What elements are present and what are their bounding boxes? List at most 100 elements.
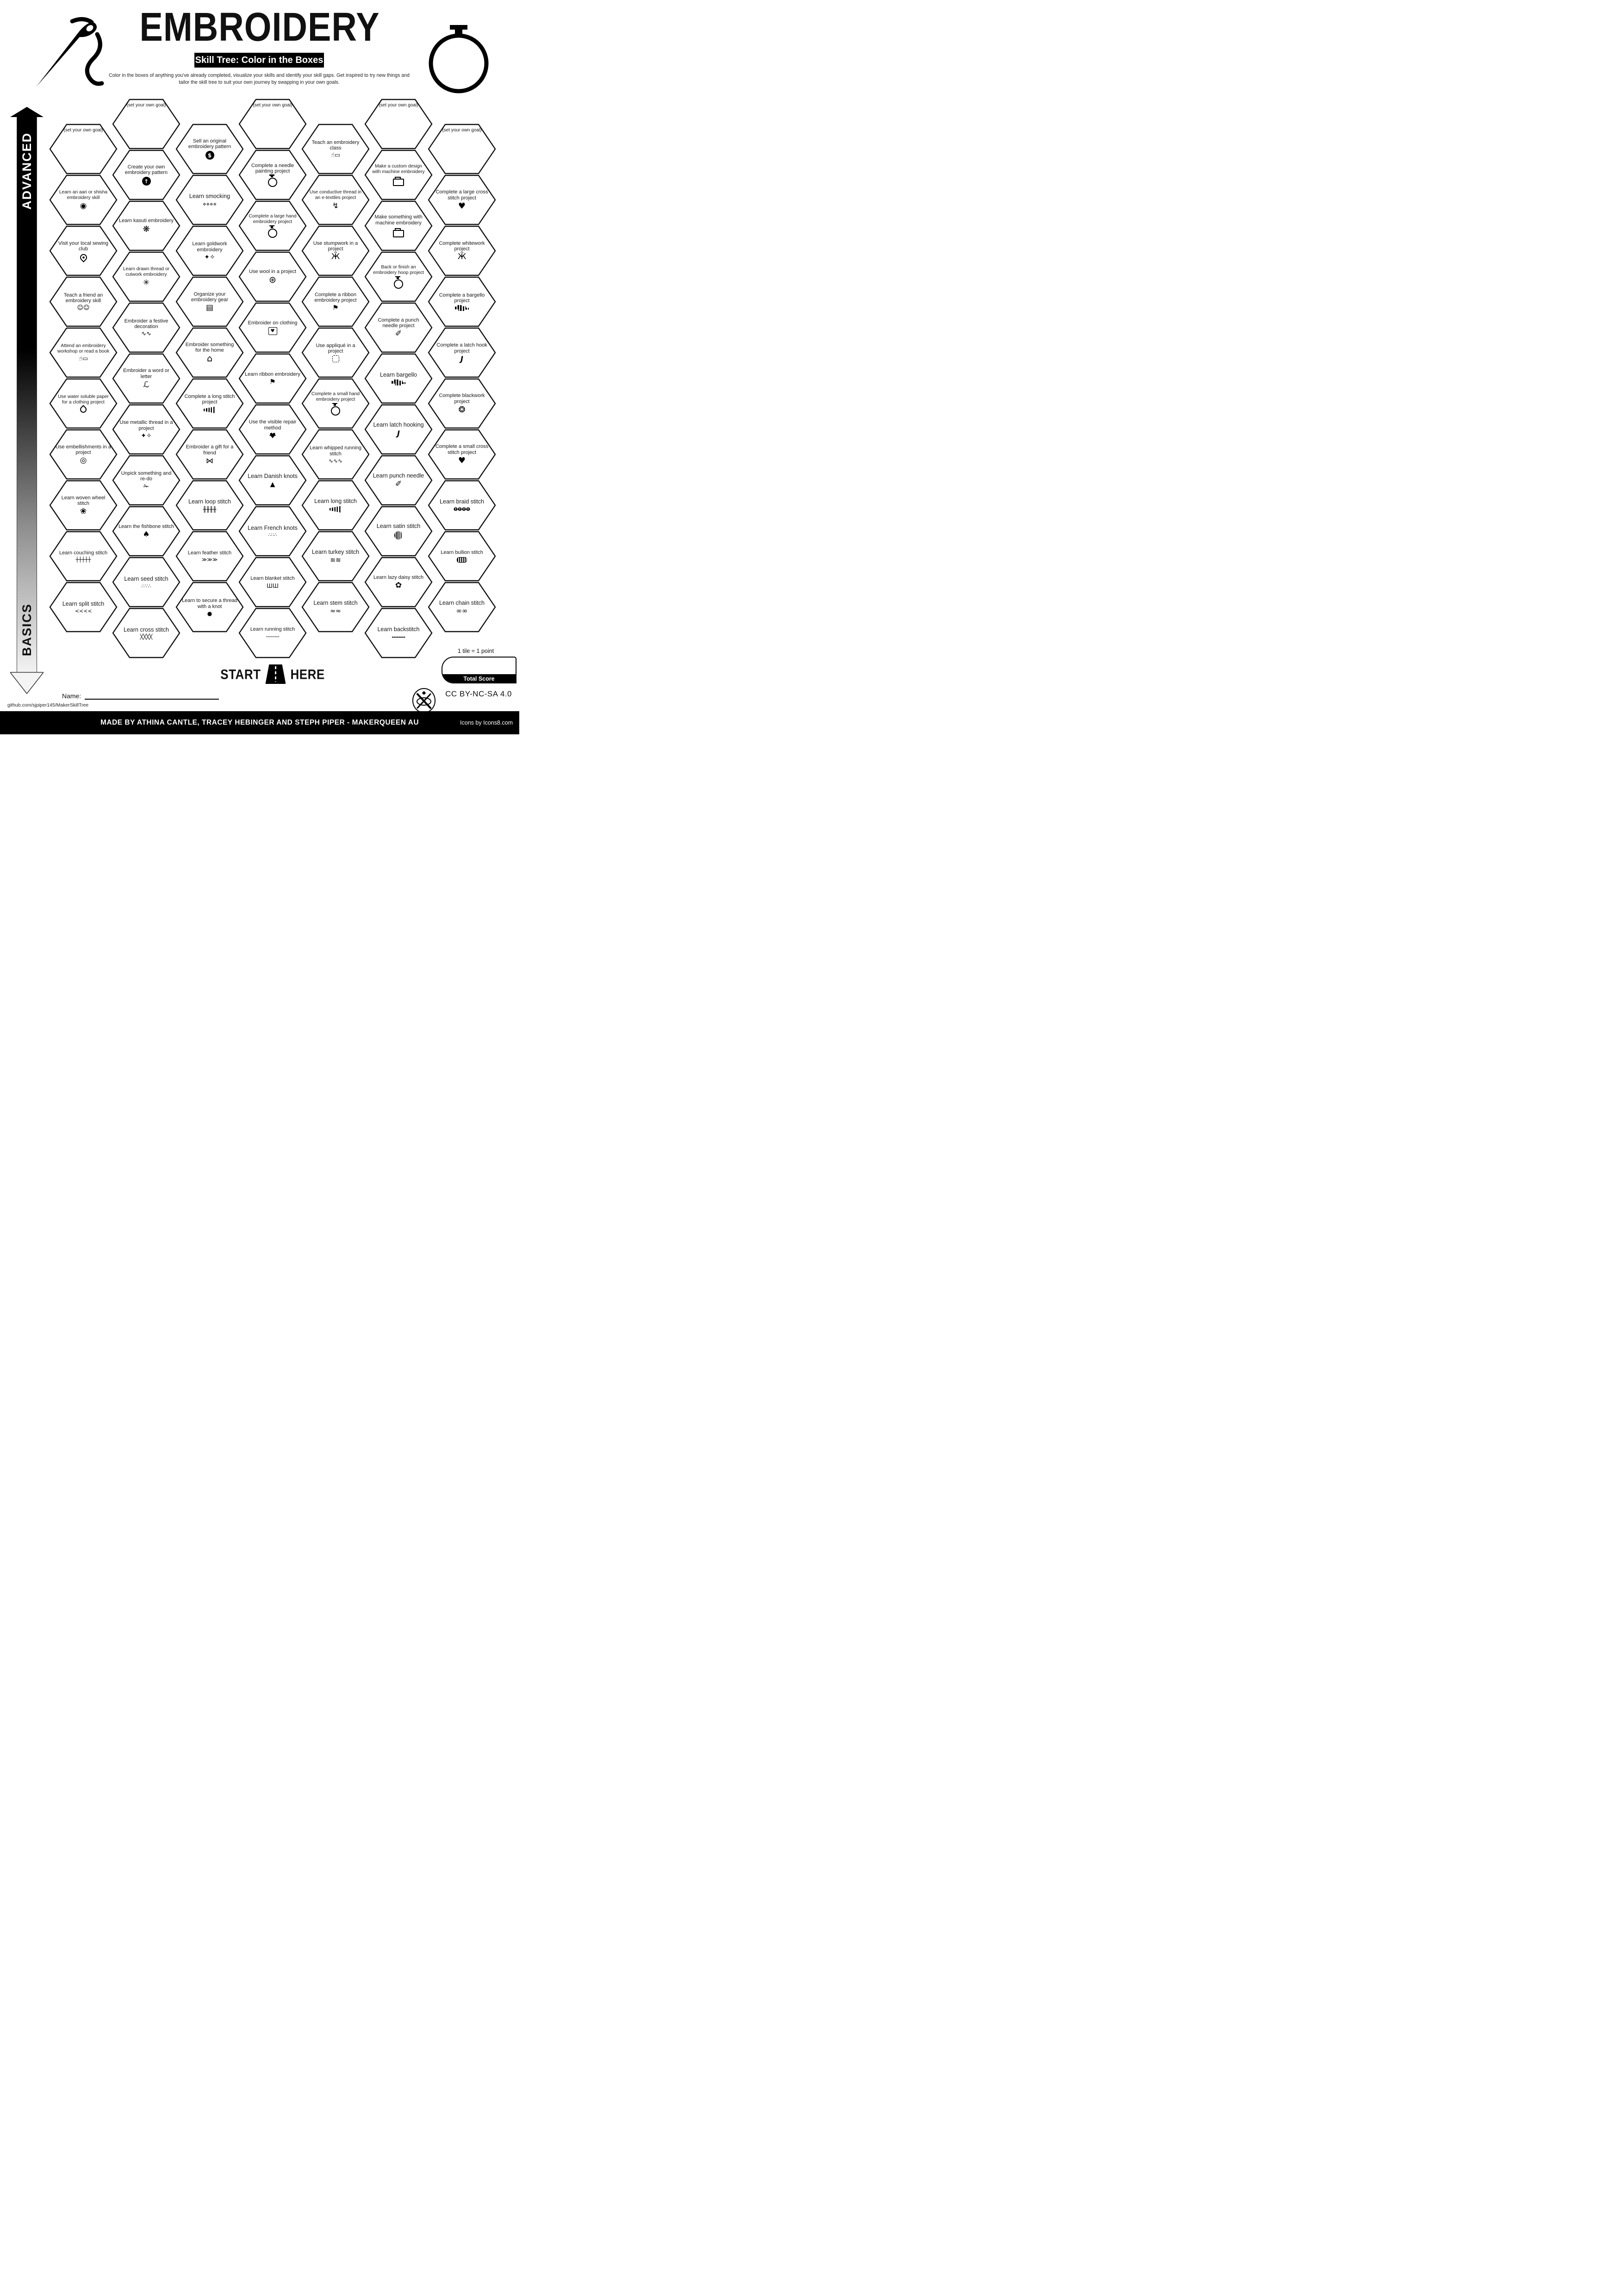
hex-tile-learn-punch-needle[interactable]: Learn punch needle ✐ [364, 454, 433, 507]
hex-tile-learn-goldwork-embroidery[interactable]: Learn goldwork embroidery ✦✧ [175, 224, 244, 277]
hex-tile-learn-cross-stitch[interactable]: Learn cross stitch ╳╳╳╳ [112, 607, 181, 659]
hex-tile-use-embellishments-in-a-project[interactable]: Use embellishments in a project ◎ [49, 428, 118, 481]
hex-tile-complete-a-latch-hook-project[interactable]: Complete a latch hook project J [427, 326, 497, 379]
hex-tile-set-your-own-goal[interactable]: (set your own goal) [364, 98, 433, 150]
hex-tile-learn-seed-stitch[interactable]: Learn seed stitch ∴∵∴ [112, 556, 181, 608]
hex-tile-set-your-own-goal[interactable]: (set your own goal) [238, 98, 307, 150]
total-score-label: Total Score [442, 674, 516, 683]
hex-tile-use-the-visible-repair-method[interactable]: Use the visible repair method ♥ [238, 403, 307, 456]
hex-tile-learn-woven-wheel-stitch[interactable]: Learn woven wheel stitch ❀ [49, 479, 118, 532]
hex-tile-learn-feather-stitch[interactable]: Learn feather stitch ≫≫≫ [175, 530, 244, 583]
hex-tile-learn-braid-stitch[interactable]: Learn braid stitch oooo [427, 479, 497, 532]
hex-tile-learn-french-knots[interactable]: Learn French knots ∴∷∴ [238, 505, 307, 558]
hex-tile-set-your-own-goal[interactable]: (set your own goal) [49, 123, 118, 175]
hex-label: Use metallic thread in a project [119, 420, 173, 431]
hex-tile-learn-bullion-stitch[interactable]: Learn bullion stitch [427, 530, 497, 583]
hex-tile-use-stumpwork-in-a-project[interactable]: Use stumpwork in a project Ӝ [301, 224, 370, 277]
hex-tile-learn-loop-stitch[interactable]: Learn loop stitch ╫╫╫╫ [175, 479, 244, 532]
skill-tree-poster: EMBROIDERY Skill Tree: Color in the Boxe… [0, 0, 519, 734]
hex-tile-attend-an-embroidery-workshop-or-read-a-book[interactable]: Attend an embroidery workshop or read a … [49, 326, 118, 379]
hex-tile-teach-a-friend-an-embroidery-skill[interactable]: Teach a friend an embroidery skill ☺☺ [49, 275, 118, 328]
hex-tile-learn-an-aari-or-shisha-embroidery-skill[interactable]: Learn an aari or shisha embroidery skill… [49, 174, 118, 226]
hex-tile-embroider-a-word-or-letter[interactable]: Embroider a word or letter ℒ [112, 352, 181, 405]
hex-tile-learn-drawn-thread-or-cutwork-embroidery[interactable]: Learn drawn thread or cutwork embroidery… [112, 250, 181, 303]
hex-tile-unpick-something-and-re-do[interactable]: Unpick something and re-do ✁ [112, 454, 181, 507]
total-score-box: Total Score [442, 657, 516, 683]
hex-tile-complete-a-needle-painting-project[interactable]: Complete a needle painting project [238, 149, 307, 201]
backstitch-dashes-icon: ╍╍╍╍ [392, 633, 405, 640]
person-at-board-icon: ☝▭ [330, 152, 341, 159]
hex-tile-embroider-on-clothing[interactable]: Embroider on clothing ♥ [238, 301, 307, 354]
hex-tile-complete-a-ribbon-embroidery-project[interactable]: Complete a ribbon embroidery project ⚑ [301, 275, 370, 328]
hex-tile-set-your-own-goal[interactable]: (set your own goal) [427, 123, 497, 175]
ribbon-bookmark-icon: ⚑ [332, 304, 339, 312]
hex-tile-complete-a-bargello-project[interactable]: Complete a bargello project [427, 275, 497, 328]
hex-tile-learn-lazy-daisy-stitch[interactable]: Learn lazy daisy stitch ✿ [364, 556, 433, 608]
score-entry-area[interactable] [442, 658, 516, 674]
hex-tile-visit-your-local-sewing-club[interactable]: Visit your local sewing club [49, 224, 118, 277]
hex-tile-learn-danish-knots[interactable]: Learn Danish knots ▲ [238, 454, 307, 507]
hex-tile-set-your-own-goal[interactable]: (set your own goal) [112, 98, 181, 150]
smocking-lattice-icon: ⋄⋄⋄⋄ [202, 200, 217, 207]
hex-tile-learn-blanket-stitch[interactable]: Learn blanket stitch ШШ [238, 556, 307, 608]
hex-tile-complete-a-large-cross-stitch-project[interactable]: Complete a large cross stitch project ♥ [427, 174, 497, 226]
hexagon-outline [49, 378, 118, 429]
hex-tile-complete-whitework-project[interactable]: Complete whitework project Ӝ [427, 224, 497, 277]
hex-tile-back-or-finish-an-embroidery-hoop-project[interactable]: Back or finish an embroidery hoop projec… [364, 250, 433, 303]
hex-tile-learn-long-stitch[interactable]: Learn long stitch [301, 479, 370, 532]
hex-tile-learn-whipped-running-stitch[interactable]: Learn whipped running stitch ∿∿∿ [301, 428, 370, 481]
hex-tile-learn-to-secure-a-thread-with-a-knot[interactable]: Learn to secure a thread with a knot ● [175, 581, 244, 633]
hex-tile-learn-latch-hooking[interactable]: Learn latch hooking J [364, 403, 433, 456]
hex-tile-learn-turkey-stitch[interactable]: Learn turkey stitch ≋≋ [301, 530, 370, 583]
hex-content: Learn seed stitch ∴∵∴ [118, 558, 174, 606]
hex-tile-learn-backstitch[interactable]: Learn backstitch ╍╍╍╍ [364, 607, 433, 659]
cross-row-icon: ╳╳╳╳ [140, 634, 153, 640]
couching-line-icon: ┼┼┼┼┼ [75, 557, 91, 563]
hex-tile-create-your-own-embroidery-pattern[interactable]: Create your own embroidery pattern ↑ [112, 149, 181, 201]
hex-tile-embroider-something-for-the-home[interactable]: Embroider something for the home ⌂ [175, 326, 244, 379]
hex-tile-complete-a-long-stitch-project[interactable]: Complete a long stitch project [175, 377, 244, 430]
hex-tile-learn-ribbon-embroidery[interactable]: Learn ribbon embroidery ⚑ [238, 352, 307, 405]
hex-tile-embroider-a-gift-for-a-friend[interactable]: Embroider a gift for a friend ⋈ [175, 428, 244, 481]
hex-label: Embroider on clothing [248, 320, 298, 326]
hex-tile-complete-a-large-hand-embroidery-project[interactable]: Complete a large hand embroidery project [238, 199, 307, 252]
hex-tile-learn-the-fishbone-stitch[interactable]: Learn the fishbone stitch ♠ [112, 505, 181, 558]
hex-tile-embroider-a-festive-decoration[interactable]: Embroider a festive decoration ∿∿ [112, 301, 181, 354]
hex-tile-complete-a-small-cross-stitch-project[interactable]: Complete a small cross stitch project ♥ [427, 428, 497, 481]
hex-tile-learn-running-stitch[interactable]: Learn running stitch ╌╌╌╌ [238, 607, 307, 659]
hexagon-outline [238, 353, 307, 404]
hex-tile-use-water-soluble-paper-for-a-clothing-project[interactable]: Use water soluble paper for a clothing p… [49, 377, 118, 430]
hex-tile-learn-bargello[interactable]: Learn bargello [364, 352, 433, 405]
hex-tile-make-something-with-machine-embroidery[interactable]: Make something with machine embroidery [364, 199, 433, 252]
hex-tile-learn-satin-stitch[interactable]: Learn satin stitch [364, 505, 433, 558]
hex-tile-use-metallic-thread-in-a-project[interactable]: Use metallic thread in a project ✦✧ [112, 403, 181, 456]
hex-tile-use-appliqu-in-a-project[interactable]: Use appliqué in a project [301, 326, 370, 379]
hex-tile-learn-smocking[interactable]: Learn smocking ⋄⋄⋄⋄ [175, 174, 244, 226]
hex-tile-learn-split-stitch[interactable]: Learn split stitch ≺≺≺≺ [49, 581, 118, 633]
hexagon-outline [238, 404, 307, 455]
seed-scatter-icon: ∴∵∴ [141, 583, 151, 590]
hex-tile-complete-blackwork-project[interactable]: Complete blackwork project ❂ [427, 377, 497, 430]
satin-circle-icon [394, 531, 403, 540]
hex-tile-learn-chain-stitch[interactable]: Learn chain stitch ∞∞ [427, 581, 497, 633]
hex-tile-complete-a-punch-needle-project[interactable]: Complete a punch needle project ✐ [364, 301, 433, 354]
hex-tile-use-wool-in-a-project[interactable]: Use wool in a project ⊛ [238, 250, 307, 303]
hex-tile-teach-an-embroidery-class[interactable]: Teach an embroidery class ☝▭ [301, 123, 370, 175]
hex-content: Use water soluble paper for a clothing p… [56, 380, 111, 427]
hex-tile-sell-an-original-embroidery-pattern[interactable]: Sell an original embroidery pattern $ [175, 123, 244, 175]
hexagon-outline [364, 149, 433, 200]
hex-tile-complete-a-small-hand-embroidery-project[interactable]: Complete a small hand embroidery project [301, 377, 370, 430]
hex-content: Complete a punch needle project ✐ [371, 304, 426, 351]
github-url[interactable]: github.com/sjpiper145/MakerSkillTree [7, 702, 89, 708]
hex-content: Learn to secure a thread with a knot ● [182, 583, 237, 631]
hex-tile-learn-stem-stitch[interactable]: Learn stem stitch ≈≈ [301, 581, 370, 633]
hex-tile-learn-kasuti-embroidery[interactable]: Learn kasuti embroidery ❋ [112, 199, 181, 252]
hex-tile-organize-your-embroidery-gear[interactable]: Organize your embroidery gear ▤ [175, 275, 244, 328]
hexagon-outline [175, 582, 244, 633]
hex-tile-learn-couching-stitch[interactable]: Learn couching stitch ┼┼┼┼┼ [49, 530, 118, 583]
hex-tile-make-a-custom-design-with-machine-embroidery[interactable]: Make a custom design with machine embroi… [364, 149, 433, 201]
hex-label: Use water soluble paper for a clothing p… [58, 394, 109, 405]
name-input-line[interactable] [85, 692, 219, 700]
embroidery-hoop-illustration [429, 25, 489, 93]
hex-tile-use-conductive-thread-in-an-e-textiles-project[interactable]: Use conductive thread in an e-textiles p… [301, 174, 370, 226]
